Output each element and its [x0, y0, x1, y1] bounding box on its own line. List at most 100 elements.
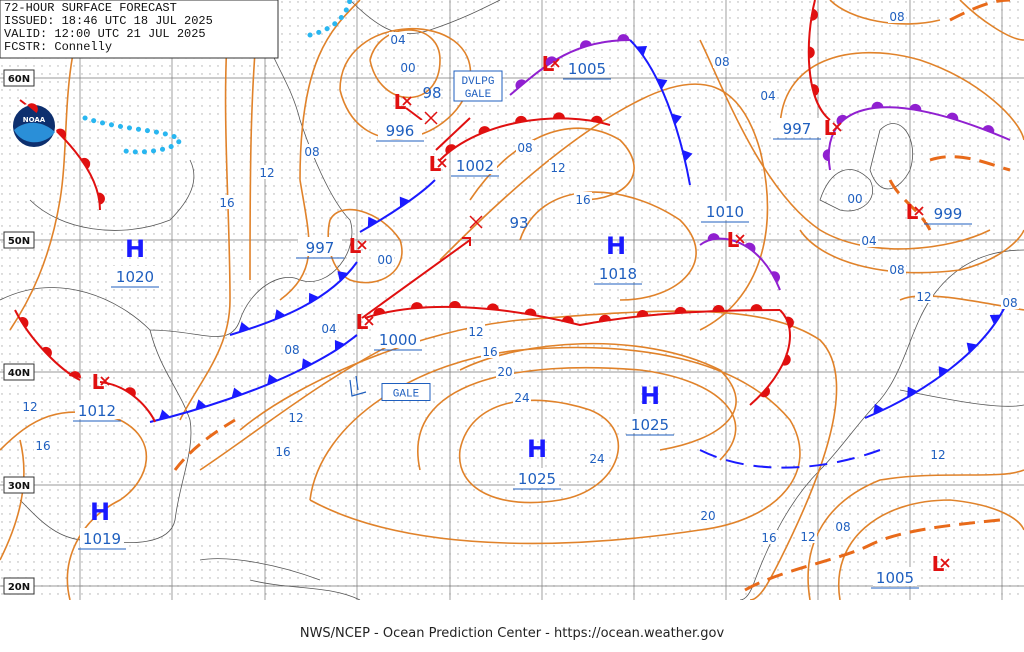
isobar-label: 20 [700, 509, 715, 523]
warm-semicircle [590, 115, 603, 124]
cold-triangle [966, 342, 978, 354]
pressure-bg [775, 118, 819, 137]
front-symbol [158, 409, 171, 420]
warm-semicircle [545, 56, 557, 66]
front-symbol [982, 125, 995, 134]
warm-semicircle [27, 103, 38, 113]
front-symbol [552, 112, 565, 119]
isobar-label: 08 [835, 520, 850, 534]
noaa-logo: NOAA [11, 103, 57, 149]
lat-label-box [3, 577, 35, 595]
front-symbol [871, 101, 884, 109]
warm-semicircle [515, 79, 527, 90]
isobar-label-bg [846, 191, 864, 205]
front-symbol [682, 149, 693, 162]
graticule [0, 0, 1024, 600]
cold-triangle [938, 366, 949, 378]
warm-semicircle [674, 306, 687, 314]
pressure-bg [873, 567, 917, 586]
warm-semicircle [580, 40, 592, 48]
isobar-label-bg [389, 32, 407, 46]
warm-semicircle [599, 314, 611, 322]
cold-triangle [671, 113, 682, 125]
front-symbol [873, 403, 885, 415]
isobar-label: 00 [847, 192, 862, 206]
low-x [402, 96, 412, 106]
cold-triangle [231, 387, 243, 399]
warm-semicircle [786, 316, 794, 329]
warm-semicircle [822, 149, 830, 162]
low-symbol: L [349, 234, 362, 258]
cold-triangle [873, 403, 885, 415]
warm-semicircle [759, 386, 770, 398]
isobar-label-bg [287, 410, 305, 424]
isobar-label: 16 [761, 531, 776, 545]
cold-triangle [656, 78, 668, 90]
front-symbol [599, 314, 611, 322]
front-symbol [671, 113, 682, 125]
low-symbol: L [92, 370, 105, 394]
isobar-label-bg [21, 399, 39, 413]
front-symbol [782, 354, 791, 366]
pressure-label: 1018 [599, 265, 637, 283]
front-symbol [946, 112, 959, 121]
isobar-label: 08 [714, 55, 729, 69]
logo-text: NOAA [23, 116, 46, 124]
low-symbol: L [394, 90, 407, 114]
front-symbol [267, 374, 279, 385]
front-symbol [617, 34, 630, 41]
isobar-label-bg [860, 233, 878, 247]
isobar-label: 12 [22, 400, 37, 414]
pressure-label: 1000 [379, 331, 417, 349]
isobar-label-bg [574, 192, 592, 206]
isobar-label: 20 [497, 365, 512, 379]
low-x [914, 206, 924, 216]
pressure-bg [515, 468, 559, 487]
warm-semicircle [448, 300, 461, 308]
warm-semicircle [782, 354, 791, 366]
front-symbol [515, 79, 527, 90]
isobar-label: 24 [514, 391, 529, 405]
pressure-label: 1019 [83, 530, 121, 548]
warm-semicircle [811, 84, 820, 96]
footer-background [0, 600, 1024, 652]
warm-semicircle [561, 316, 574, 324]
warm-semicircle [707, 233, 720, 240]
cold-triangle [989, 314, 1001, 325]
front-symbol [561, 316, 574, 324]
high-symbol: H [527, 435, 547, 463]
warning-box [381, 383, 431, 401]
front-symbol [337, 271, 349, 282]
warm-semicircle [81, 157, 91, 169]
cold-triangle [158, 409, 171, 420]
warm-semicircle [617, 34, 630, 41]
isobar-label-bg [513, 390, 531, 404]
pressure-bg [453, 155, 497, 174]
low-x [940, 558, 950, 568]
isobar-label-bg [283, 342, 301, 356]
cold-triangle [907, 386, 918, 398]
pressure-bg [376, 329, 420, 348]
isobar-label-bg [34, 438, 52, 452]
warm-semicircle [744, 242, 756, 253]
forecast-pressure: 98 [422, 84, 441, 102]
high-symbol: H [640, 382, 660, 410]
header-box [0, 0, 279, 59]
front-symbol [367, 216, 379, 228]
front-symbol [238, 321, 251, 333]
front-symbol [410, 302, 423, 309]
front-symbol [938, 366, 949, 378]
front-symbol [909, 103, 922, 111]
front-symbol [27, 103, 38, 113]
isobar-label: 16 [482, 345, 497, 359]
isobar-label: 12 [930, 448, 945, 462]
front-symbol [712, 304, 725, 312]
isobar-label: 12 [259, 166, 274, 180]
header-line: FCSTR: Connelly [4, 40, 112, 54]
front-symbol [907, 386, 918, 398]
warm-semicircle [946, 112, 959, 121]
cold-triangle [238, 321, 251, 333]
isobar-label: 00 [377, 253, 392, 267]
isobar-label-bg [218, 195, 236, 209]
